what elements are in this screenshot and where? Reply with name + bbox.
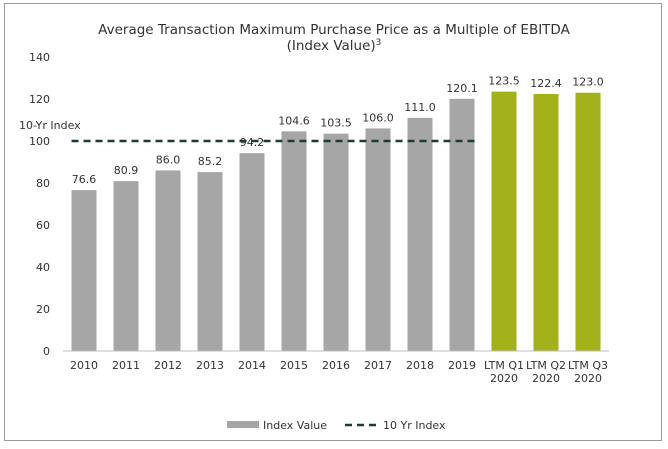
x-tick-label: 2010 xyxy=(70,359,98,372)
data-label: 111.0 xyxy=(404,101,436,114)
y-tick-label: 40 xyxy=(36,261,50,274)
legend: Index Value 10 Yr Index xyxy=(227,419,446,432)
x-tick-label: 2014 xyxy=(238,359,266,372)
chart-subtitle-text: (Index Value) xyxy=(287,38,376,54)
data-label: 123.0 xyxy=(572,76,604,89)
y-tick-label: 20 xyxy=(36,303,50,316)
x-axis: 2010 2011 2012 2013 2014 2015 2016 2017 2018 2019… xyxy=(63,350,609,385)
y-tick-label: 80 xyxy=(36,177,50,190)
x-tick-label: LTM Q3 xyxy=(568,359,608,372)
data-label: 76.6 xyxy=(72,173,97,186)
bar xyxy=(365,128,391,351)
x-tick-label: 2013 xyxy=(196,359,224,372)
data-label: 104.6 xyxy=(278,114,310,127)
x-tick-label: 2020 xyxy=(532,372,560,385)
bar xyxy=(71,190,97,351)
x-tick-label: 2020 xyxy=(490,372,518,385)
x-tick-label: 2012 xyxy=(154,359,182,372)
bar xyxy=(407,117,433,352)
x-tick-label: 2020 xyxy=(574,372,602,385)
x-tick-label: 2017 xyxy=(364,359,392,372)
bar xyxy=(575,92,601,351)
data-label: 103.5 xyxy=(320,117,352,130)
bar xyxy=(533,93,559,352)
x-tick-label: LTM Q1 xyxy=(484,359,524,372)
x-tick-label: LTM Q2 xyxy=(526,359,566,372)
x-tick-label: 2016 xyxy=(322,359,350,372)
data-label: 86.0 xyxy=(156,153,181,166)
data-label: 120.1 xyxy=(446,82,478,95)
y-tick-label: 120 xyxy=(29,93,50,106)
legend-label-ten-year-index: 10 Yr Index xyxy=(383,419,446,432)
bar xyxy=(491,91,517,352)
data-label: 123.5 xyxy=(488,75,520,88)
data-label: 122.4 xyxy=(530,77,562,90)
x-tick-label: 2011 xyxy=(112,359,140,372)
legend-swatch-index-value xyxy=(227,421,259,428)
y-tick-label: 60 xyxy=(36,219,50,232)
data-label: 106.0 xyxy=(362,111,394,124)
bar xyxy=(323,133,349,351)
chart-title: Average Transaction Maximum Purchase Pri… xyxy=(98,22,570,38)
bar xyxy=(239,153,265,351)
chart-canvas: Average Transaction Maximum Purchase Pri… xyxy=(19,22,609,432)
bar xyxy=(113,181,139,351)
x-tick-label: 2019 xyxy=(448,359,476,372)
bar xyxy=(155,170,181,351)
bar xyxy=(197,172,223,351)
y-tick-label: 140 xyxy=(29,51,50,64)
chart-subtitle: (Index Value)3 xyxy=(287,38,382,54)
chart-frame: Average Transaction Maximum Purchase Pri… xyxy=(4,3,662,441)
bar xyxy=(449,98,475,351)
x-tick-label: 2015 xyxy=(280,359,308,372)
y-tick-label: 0 xyxy=(43,345,50,358)
bars: 76.6 80.9 86.0 85.2 94.2 104.6 103.5 106.0 111.0… xyxy=(71,75,604,352)
data-label: 85.2 xyxy=(198,155,223,168)
data-label: 80.9 xyxy=(114,164,139,177)
chart-subtitle-superscript: 3 xyxy=(376,38,382,48)
y-axis: 0 20 40 60 80 100 120 140 xyxy=(29,51,50,358)
legend-label-index-value: Index Value xyxy=(263,419,327,432)
bar xyxy=(281,131,307,351)
ten-year-index-annotation: 10-Yr Index xyxy=(19,119,81,132)
x-tick-label: 2018 xyxy=(406,359,434,372)
data-label: 94.2 xyxy=(240,136,265,149)
y-tick-label: 100 xyxy=(29,135,50,148)
